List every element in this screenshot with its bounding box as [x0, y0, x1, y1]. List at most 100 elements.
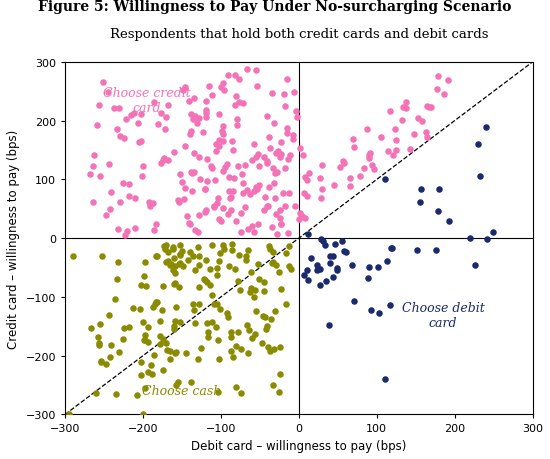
Point [115, 348, 124, 356]
Point [214, 257, 223, 265]
Point [307, 255, 316, 263]
Point [195, 284, 204, 291]
Point [244, 226, 252, 234]
Point [203, 319, 212, 327]
Point [236, 389, 245, 397]
Point [295, 210, 304, 217]
Point [224, 73, 233, 80]
Point [139, 273, 148, 280]
Point [225, 263, 234, 270]
Point [188, 188, 196, 196]
Point [152, 252, 161, 260]
Point [125, 324, 134, 331]
Point [175, 252, 184, 259]
Point [298, 213, 306, 220]
Point [219, 80, 228, 88]
Point [227, 247, 236, 254]
Point [282, 250, 290, 257]
Point [240, 204, 249, 211]
Point [174, 260, 183, 268]
Point [186, 169, 195, 176]
Point [182, 350, 190, 357]
Point [112, 276, 121, 283]
Point [245, 289, 254, 296]
Point [349, 145, 358, 152]
Point [417, 118, 426, 126]
Point [260, 279, 268, 286]
Point [214, 215, 223, 223]
Point [370, 166, 378, 173]
Point [238, 171, 247, 178]
Point [141, 336, 150, 344]
Point [97, 358, 106, 365]
Point [264, 134, 273, 142]
Point [262, 203, 271, 210]
Point [349, 297, 358, 305]
Point [248, 157, 256, 164]
Point [214, 111, 223, 118]
Point [194, 355, 202, 363]
Point [88, 199, 97, 207]
Point [274, 269, 283, 276]
Point [201, 257, 210, 264]
Point [93, 122, 102, 129]
Point [208, 165, 217, 173]
Point [244, 349, 252, 357]
Point [158, 283, 167, 290]
Point [170, 149, 179, 157]
Point [97, 253, 106, 260]
Point [316, 175, 325, 182]
Point [383, 257, 392, 265]
Point [444, 77, 453, 84]
Point [189, 301, 197, 308]
Point [398, 118, 406, 125]
Point [190, 95, 199, 103]
Point [367, 307, 376, 314]
Point [89, 163, 98, 170]
Point [172, 304, 180, 311]
Point [204, 328, 212, 336]
Point [169, 254, 178, 262]
Point [158, 366, 167, 374]
Point [402, 100, 410, 107]
Point [232, 218, 240, 225]
Point [275, 370, 284, 377]
Point [383, 148, 392, 155]
Point [139, 411, 147, 418]
Point [214, 143, 223, 150]
Point [179, 87, 188, 95]
Point [279, 92, 288, 99]
Point [223, 210, 232, 218]
Point [106, 353, 114, 361]
Point [212, 272, 221, 280]
Point [300, 272, 309, 279]
Point [217, 84, 226, 92]
Point [267, 224, 276, 231]
Point [213, 301, 222, 308]
Point [287, 266, 295, 273]
Point [427, 104, 436, 112]
Point [140, 258, 149, 266]
Point [239, 190, 248, 197]
Point [151, 221, 160, 229]
Point [416, 186, 425, 193]
Point [162, 258, 170, 266]
Point [130, 225, 139, 233]
Point [324, 321, 333, 329]
Point [180, 196, 189, 204]
Point [249, 229, 258, 236]
Point [274, 388, 283, 395]
Point [219, 138, 228, 146]
Point [332, 264, 341, 272]
Point [207, 292, 216, 299]
Point [170, 279, 179, 286]
Point [280, 103, 289, 111]
Point [260, 314, 269, 321]
Point [304, 230, 313, 238]
Point [234, 99, 243, 106]
Point [283, 130, 292, 137]
Point [262, 113, 271, 121]
Point [204, 334, 212, 341]
Point [227, 207, 236, 214]
Point [150, 301, 159, 308]
